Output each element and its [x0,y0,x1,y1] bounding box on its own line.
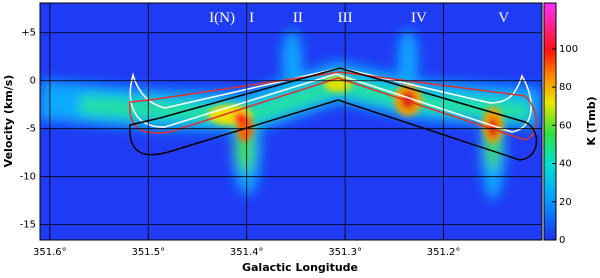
component-label: I [249,10,254,26]
colorbar-tick-label: 80 [559,82,572,93]
emission-image [40,3,542,240]
x-tick-label: 351.5° [131,247,165,258]
y-tick-label: +5 [21,28,36,39]
y-tick-label: -15 [20,220,36,231]
colorbar-tick-label: 100 [559,44,578,55]
y-tick-label: -10 [20,172,36,183]
y-tick-label: 0 [30,76,36,87]
colorbar-tick-label: 20 [559,197,572,208]
colorbar-tick-label: 60 [559,120,572,131]
plot-frame [39,2,543,241]
x-tick-label: 351.6° [33,247,67,258]
component-label: V [498,10,509,26]
component-label: I(N) [209,10,235,26]
y-axis-label: Velocity (km/s) [2,75,15,168]
x-tick-label: 351.4° [230,247,264,258]
component-label: III [338,10,353,26]
colorbar [543,2,557,241]
colorbar-tick-label: 40 [559,159,572,170]
colorbar-label: K (Tmb) [585,96,598,145]
y-tick-label: -5 [26,124,36,135]
component-label: II [293,10,303,26]
component-label: IV [411,10,427,26]
x-tick-label: 351.3° [328,247,362,258]
x-axis-label: Galactic Longitude [242,261,358,274]
colorbar-tick-label: 0 [559,235,565,246]
x-tick-label: 351.2° [427,247,461,258]
